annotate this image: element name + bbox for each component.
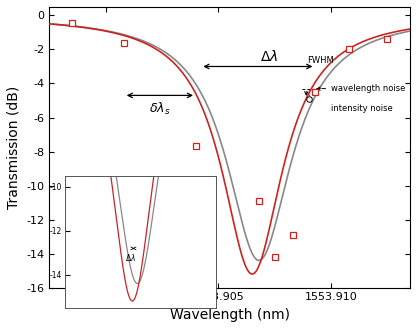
Y-axis label: Transmission (dB): Transmission (dB) (7, 86, 21, 209)
Text: $\Delta\lambda$: $\Delta\lambda$ (260, 49, 278, 64)
Text: FWHM: FWHM (307, 56, 334, 65)
Text: wavelength noise: wavelength noise (317, 84, 405, 93)
X-axis label: Wavelength (nm): Wavelength (nm) (170, 308, 290, 322)
Text: $\delta\lambda_s$: $\delta\lambda_s$ (149, 101, 171, 117)
Text: intensity noise: intensity noise (331, 104, 393, 113)
Text: $\Delta\lambda$: $\Delta\lambda$ (125, 252, 136, 263)
